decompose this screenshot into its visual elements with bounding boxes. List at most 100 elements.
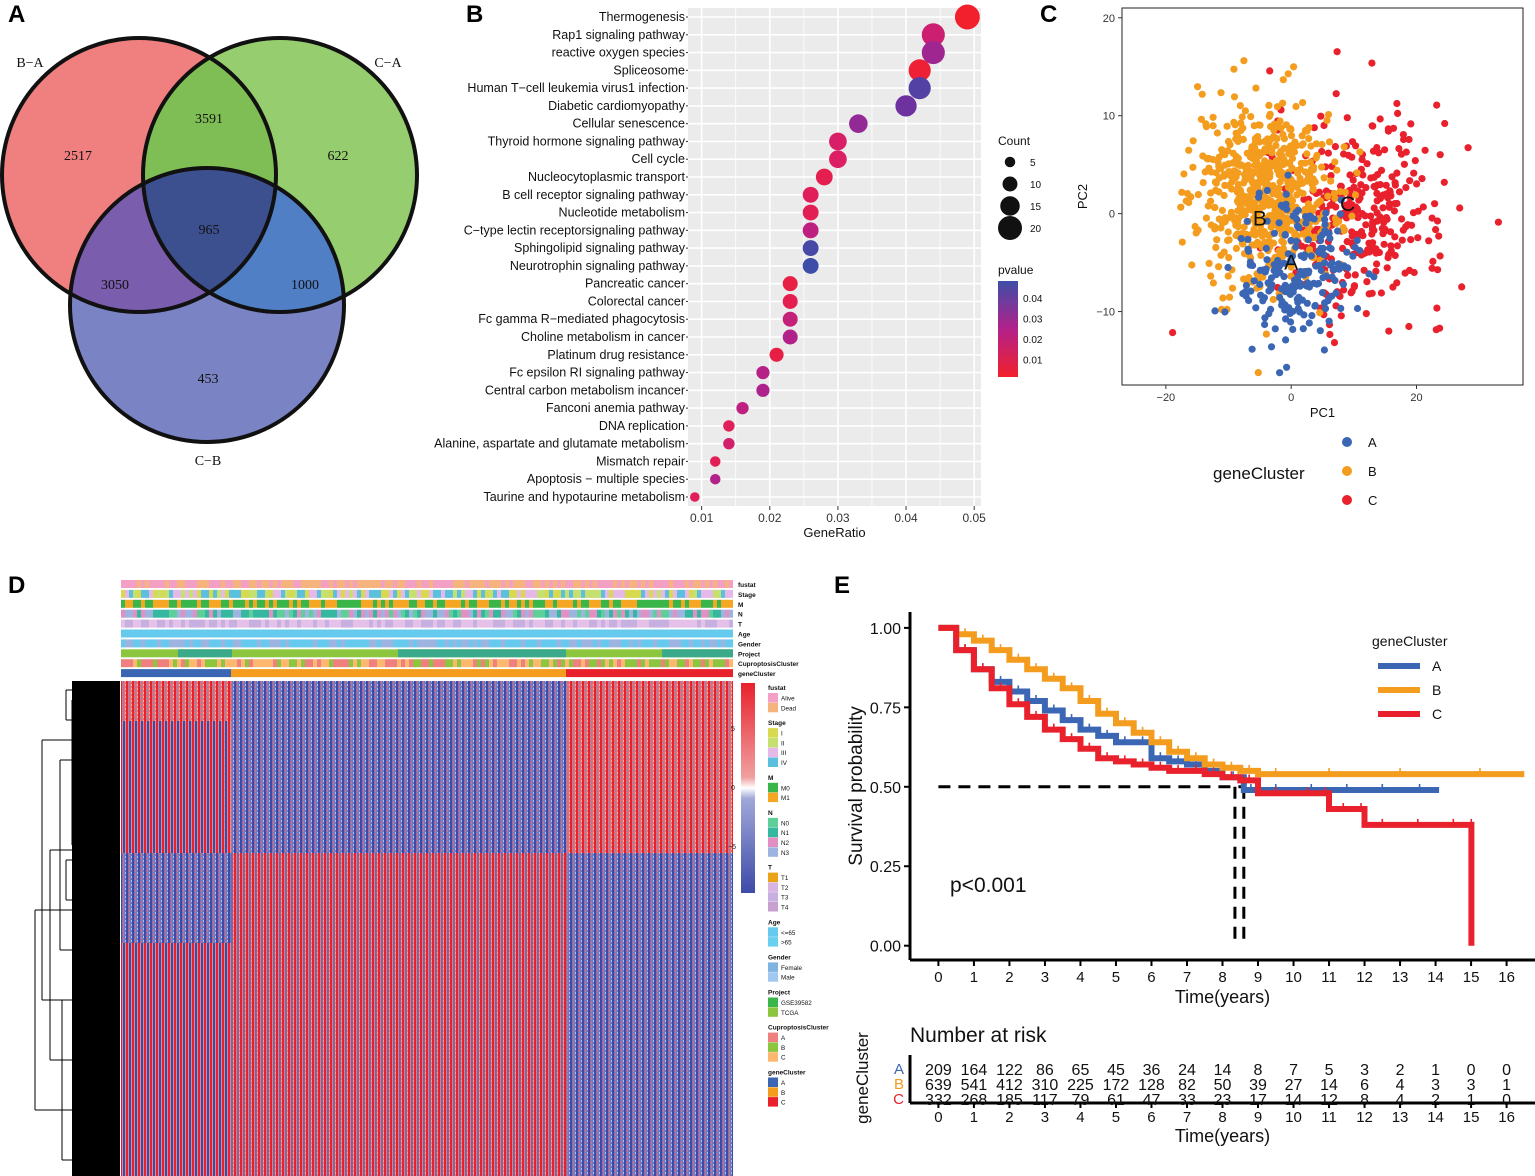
point-cluster-b: [1242, 174, 1251, 182]
annot-cell: [685, 629, 689, 638]
annot-cell: [181, 599, 185, 608]
annot-cell: [261, 619, 265, 628]
point-cluster-a: [1248, 345, 1256, 353]
annot-cell: [233, 609, 237, 618]
annot-cell: [249, 629, 253, 638]
annot-cell: [693, 589, 697, 598]
annot-cell: [657, 629, 661, 638]
legend-label: B: [781, 1045, 785, 1052]
annot-cell: [473, 619, 477, 628]
point-cluster-c: [1331, 143, 1339, 151]
point-cluster-c: [1363, 160, 1371, 168]
annot-cell: [325, 580, 329, 588]
annot-cell: [181, 580, 185, 588]
annot-cell: [353, 580, 357, 588]
point-cluster-c: [1348, 153, 1356, 161]
annot-cell: [561, 629, 565, 638]
annot-cell: [593, 629, 597, 638]
annot-cell: [421, 580, 425, 588]
annot-cell: [561, 580, 565, 588]
annot-cell: [189, 599, 193, 608]
annot-cell: [317, 639, 321, 648]
annot-cell: [537, 659, 541, 668]
annot-cell: [597, 580, 601, 588]
point-cluster-b: [1234, 133, 1242, 141]
annot-cell: [689, 580, 693, 588]
annot-cell: [193, 609, 197, 618]
point-cluster-c: [1348, 138, 1357, 146]
annot-cell: [229, 629, 233, 638]
point-cluster-c: [1413, 180, 1421, 188]
annot-cell: [181, 639, 185, 648]
point-cluster-a: [1351, 243, 1359, 251]
annot-cell: [345, 589, 349, 598]
annot-cell: [477, 619, 481, 628]
risk-count: 6: [1360, 1077, 1369, 1094]
annot-cell: [353, 619, 357, 628]
annot-cell: [525, 629, 529, 638]
annot-cell: [429, 619, 433, 628]
annot-cell: [729, 599, 733, 608]
point-cluster-c: [1349, 176, 1357, 184]
annot-cell: [589, 589, 593, 598]
annot-cell: [133, 629, 137, 638]
annot-label: T: [738, 622, 742, 629]
point-cluster-b: [1251, 231, 1259, 239]
annot-cell: [581, 629, 585, 638]
point-cluster-b: [1189, 137, 1197, 145]
point-cluster-b: [1251, 241, 1259, 249]
point-cluster-b: [1297, 159, 1305, 167]
annot-cell: [481, 599, 485, 608]
annot-cell: [421, 599, 425, 608]
annot-cell: [453, 609, 457, 618]
annot-cell: [545, 589, 549, 598]
annot-cell: [309, 639, 313, 648]
annot-cell: [661, 609, 665, 618]
point-cluster-b: [1318, 163, 1326, 171]
annot-cell: [381, 639, 385, 648]
annot-cell: [461, 580, 465, 588]
risk-count: 50: [1214, 1077, 1232, 1094]
annot-cell: [501, 659, 505, 668]
annot-cell: [377, 629, 381, 638]
annot-cell: [265, 639, 269, 648]
annot-cell: [577, 639, 581, 648]
heatmap-colorbar: [741, 683, 755, 893]
annot-cell: [269, 609, 273, 618]
annot-cell: [389, 599, 393, 608]
annot-cell: [253, 599, 257, 608]
annot-cell: [621, 580, 625, 588]
point-cluster-c: [1354, 214, 1362, 222]
annot-cell: [261, 659, 265, 668]
point-cluster-c: [1379, 204, 1387, 212]
annot-cell: [453, 629, 457, 638]
annot-cell: [301, 629, 305, 638]
annot-cell: [221, 659, 225, 668]
annot-cell: [525, 580, 529, 588]
point-cluster-b: [1247, 200, 1255, 208]
point-cluster-b: [1178, 188, 1186, 196]
annot-label: fustat: [738, 582, 757, 589]
annot-cell: [581, 659, 585, 668]
annot-cell: [629, 659, 633, 668]
annot-cell: [129, 619, 133, 628]
colorbar-mid: 0: [731, 785, 735, 792]
point-cluster-c: [1433, 101, 1441, 109]
annot-cell: [609, 580, 613, 588]
point-cluster-b: [1265, 171, 1273, 179]
point-cluster-a: [1287, 258, 1295, 266]
annot-cell: [165, 599, 169, 608]
annot-cell: [461, 629, 465, 638]
annot-cell: [149, 619, 153, 628]
point-cluster-b: [1207, 221, 1215, 229]
annot-cell: [309, 659, 313, 668]
annot-cell: [605, 609, 609, 618]
annot-cell: [641, 580, 645, 588]
annot-cell: [201, 639, 205, 648]
annot-cell: [361, 629, 365, 638]
annot-cell: [221, 629, 225, 638]
point-cluster-c: [1464, 144, 1472, 152]
annot-cell: [561, 659, 565, 668]
annot-cell: [201, 599, 205, 608]
annot-cell: [725, 609, 729, 618]
